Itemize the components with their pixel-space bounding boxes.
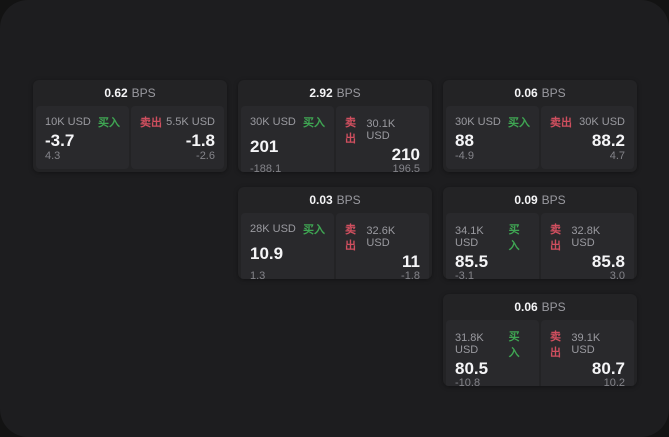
sell-panel[interactable]: 卖出 39.1K USD 80.7 10.2 <box>541 320 634 386</box>
sell-price: 88.2 <box>591 130 625 150</box>
buy-amount: 31.8K USD <box>455 332 484 356</box>
bps-unit-label: BPS <box>336 193 361 207</box>
buy-price: -3.7 <box>45 130 75 150</box>
sell-price: 80.7 <box>591 359 625 378</box>
sell-panel[interactable]: 卖出 5.5K USD -1.8 -2.6 <box>131 106 224 169</box>
card-body: 28K USD 买入 10.9 1.3 卖出 32.6K USD 11 -1.8 <box>238 213 432 279</box>
sell-amount: 30.1K USD <box>366 118 396 142</box>
sell-sub-value: 3.0 <box>609 270 625 279</box>
buy-label: 买入 <box>508 331 520 359</box>
buy-panel[interactable]: 30K USD 买入 201 -188.1 <box>241 106 334 172</box>
card-header: 0.06 BPS <box>443 294 637 320</box>
card-body: 31.8K USD 买入 80.5 -10.8 卖出 39.1K USD 80.… <box>443 320 637 386</box>
buy-sub-value: -4.9 <box>455 150 474 162</box>
sell-panel[interactable]: 卖出 30K USD 88.2 4.7 <box>541 106 634 169</box>
card-body: 10K USD 买入 -3.7 4.3 卖出 5.5K USD -1.8 -2.… <box>33 106 227 172</box>
buy-sub-value: -10.8 <box>455 377 481 386</box>
sell-amount: 32.8K USD <box>571 225 601 249</box>
card-body: 30K USD 买入 88 -4.9 卖出 30K USD 88.2 4.7 <box>443 106 637 172</box>
sell-amount: 5.5K USD <box>166 116 215 128</box>
sell-price: -1.8 <box>185 130 215 150</box>
sell-panel[interactable]: 卖出 32.6K USD 11 -1.8 <box>336 213 429 279</box>
buy-amount: 28K USD <box>250 223 296 235</box>
card-body: 34.1K USD 买入 85.5 -3.1 卖出 32.8K USD 85.8… <box>443 213 637 279</box>
sell-panel[interactable]: 卖出 30.1K USD 210 196.5 <box>336 106 429 172</box>
card-header: 2.92 BPS <box>238 80 432 106</box>
sell-panel[interactable]: 卖出 32.8K USD 85.8 3.0 <box>541 213 634 279</box>
sell-price: 11 <box>402 252 420 271</box>
sell-sub-value: -1.8 <box>401 270 420 279</box>
buy-sub-value: -188.1 <box>250 163 282 172</box>
sell-label: 卖出 <box>550 331 561 359</box>
bps-value: 0.03 <box>309 193 333 207</box>
sell-label: 卖出 <box>345 117 356 145</box>
buy-price: 88 <box>455 130 474 150</box>
bps-value: 0.06 <box>514 300 538 314</box>
bps-value: 2.92 <box>309 86 333 100</box>
card-header: 0.09 BPS <box>443 187 637 213</box>
buy-panel[interactable]: 10K USD 买入 -3.7 4.3 <box>36 106 129 169</box>
sell-label: 卖出 <box>550 224 561 252</box>
quote-card: 0.06 BPS 30K USD 买入 88 -4.9 卖出 30K USD <box>443 80 637 172</box>
sell-label: 卖出 <box>140 117 162 129</box>
sell-label: 卖出 <box>345 224 356 252</box>
sell-sub-value: 10.2 <box>603 377 625 386</box>
buy-label: 买入 <box>303 117 325 129</box>
quote-cards-grid: 0.62 BPS 10K USD 买入 -3.7 4.3 卖出 5.5K USD <box>33 80 637 386</box>
buy-panel[interactable]: 28K USD 买入 10.9 1.3 <box>241 213 334 279</box>
bps-unit-label: BPS <box>131 86 156 100</box>
sell-price: 85.8 <box>591 252 625 271</box>
buy-amount: 30K USD <box>455 116 501 128</box>
buy-amount: 34.1K USD <box>455 225 484 249</box>
sell-amount: 30K USD <box>579 116 625 128</box>
buy-amount: 10K USD <box>45 116 91 128</box>
card-body: 30K USD 买入 201 -188.1 卖出 30.1K USD 210 1… <box>238 106 432 172</box>
quote-card: 0.03 BPS 28K USD 买入 10.9 1.3 卖出 32.6K US… <box>238 187 432 279</box>
buy-label: 买入 <box>303 224 325 236</box>
buy-sub-value: 4.3 <box>45 150 61 162</box>
buy-panel[interactable]: 30K USD 买入 88 -4.9 <box>446 106 539 169</box>
buy-label: 买入 <box>98 117 120 129</box>
buy-panel[interactable]: 31.8K USD 买入 80.5 -10.8 <box>446 320 539 386</box>
card-header: 0.03 BPS <box>238 187 432 213</box>
quote-card: 0.06 BPS 31.8K USD 买入 80.5 -10.8 卖出 39.1… <box>443 294 637 386</box>
bps-unit-label: BPS <box>541 193 566 207</box>
buy-sub-value: -3.1 <box>455 270 474 279</box>
sell-amount: 39.1K USD <box>571 332 601 356</box>
quote-card: 0.62 BPS 10K USD 买入 -3.7 4.3 卖出 5.5K USD <box>33 80 227 172</box>
bps-value: 0.06 <box>514 86 538 100</box>
bps-unit-label: BPS <box>541 300 566 314</box>
bps-unit-label: BPS <box>541 86 566 100</box>
bps-value: 0.62 <box>104 86 128 100</box>
buy-sub-value: 1.3 <box>250 270 266 279</box>
quote-card: 2.92 BPS 30K USD 买入 201 -188.1 卖出 30.1K … <box>238 80 432 172</box>
buy-price: 10.9 <box>250 244 284 263</box>
sell-amount: 32.6K USD <box>366 225 396 249</box>
sell-sub-value: 196.5 <box>392 163 420 172</box>
bps-unit-label: BPS <box>336 86 361 100</box>
buy-amount: 30K USD <box>250 116 296 128</box>
buy-label: 买入 <box>508 224 520 252</box>
buy-panel[interactable]: 34.1K USD 买入 85.5 -3.1 <box>446 213 539 279</box>
card-header: 0.06 BPS <box>443 80 637 106</box>
sell-label: 卖出 <box>550 117 572 129</box>
buy-price: 80.5 <box>455 359 489 378</box>
bps-value: 0.09 <box>514 193 538 207</box>
sell-sub-value: -2.6 <box>196 150 215 162</box>
sell-sub-value: 4.7 <box>609 150 625 162</box>
buy-label: 买入 <box>508 117 530 129</box>
buy-price: 201 <box>250 137 279 156</box>
quote-card: 0.09 BPS 34.1K USD 买入 85.5 -3.1 卖出 32.8K… <box>443 187 637 279</box>
buy-price: 85.5 <box>455 252 489 271</box>
sell-price: 210 <box>391 145 420 164</box>
card-header: 0.62 BPS <box>33 80 227 106</box>
